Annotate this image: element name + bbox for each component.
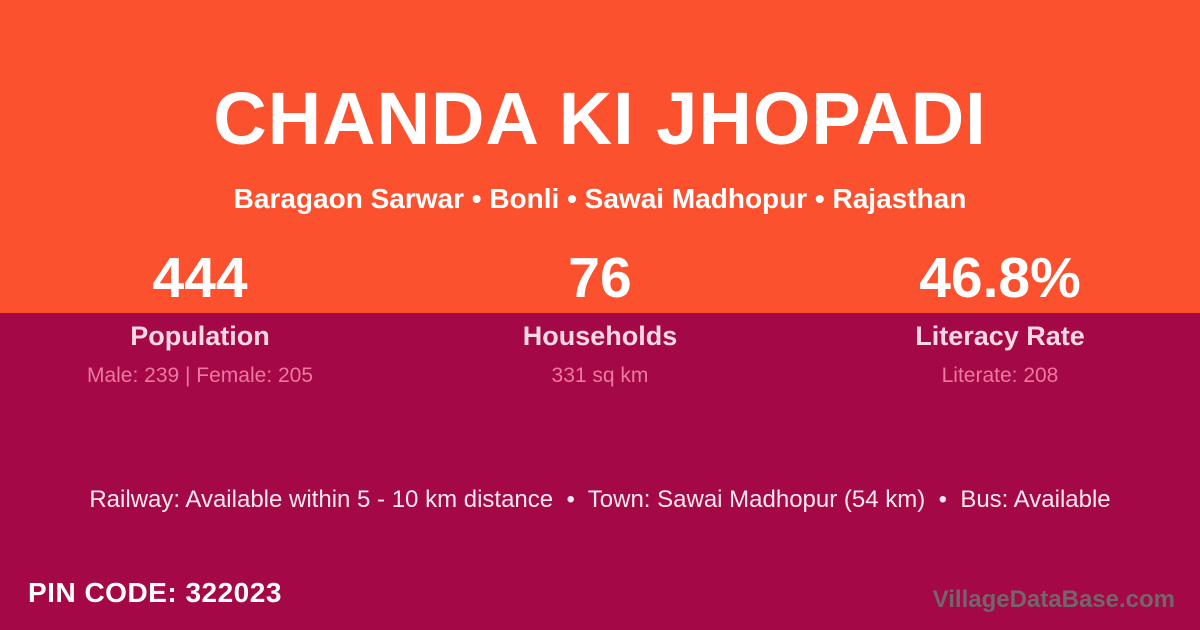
amenities-info-line: Railway: Available within 5 - 10 km dist… [89,486,1111,513]
stat-labels-row: Population Male: 239 | Female: 205 House… [0,316,1200,387]
stat-detail-population: Male: 239 | Female: 205 [86,364,314,387]
pin-code-label: PIN CODE: 322023 [28,577,282,608]
stat-detail-households: 331 sq km [551,364,649,387]
stat-value-households: 76 [568,246,632,310]
hero-background [0,0,1200,313]
site-watermark: VillageDataBase.com [932,586,1175,613]
stat-values-row: 444 76 46.8% [0,250,1200,307]
stat-col-literacy-rate: Literacy Rate Literate: 208 [800,316,1200,387]
stat-col-population: Population Male: 239 | Female: 205 [0,316,400,387]
stat-col-households: Households 331 sq km [400,316,800,387]
location-breadcrumb: Baragaon Sarwar • Bonli • Sawai Madhopur… [233,183,967,214]
stat-label-literacy-rate: Literacy Rate [915,321,1085,351]
stat-label-population: Population [130,321,270,351]
stat-detail-literacy-rate: Literate: 208 [941,364,1059,387]
stat-label-households: Households [522,321,678,351]
stat-value-population: 444 [152,246,248,310]
village-title: CHANDA KI JHOPADI [213,77,987,160]
stat-value-literacy-rate: 46.8% [919,246,1081,310]
